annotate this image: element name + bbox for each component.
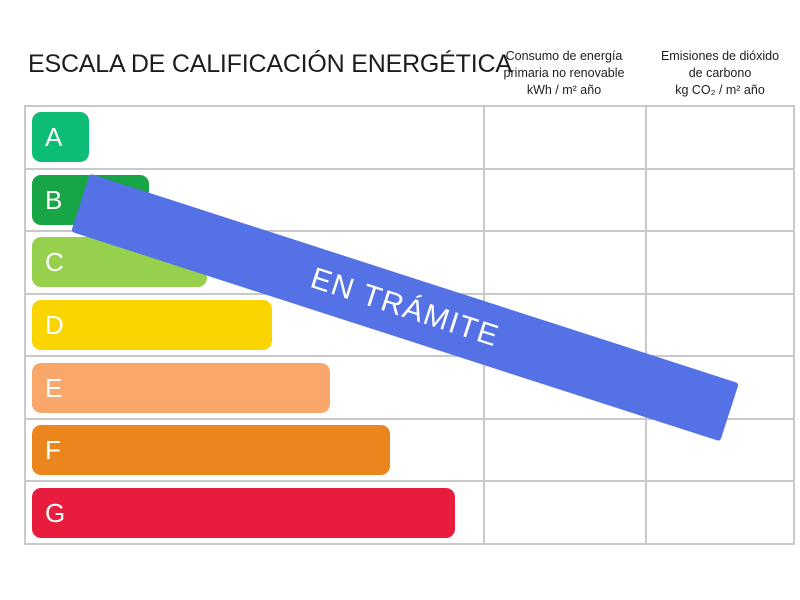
rating-letter-f: F <box>45 435 61 466</box>
rating-bar-a: A <box>32 112 89 163</box>
page-title: ESCALA DE CALIFICACIÓN ENERGÉTICA <box>28 50 512 78</box>
rating-letter-a: A <box>45 122 63 153</box>
emisiones-header-line3: kg CO₂ / m² año <box>675 83 765 97</box>
consumo-header-line3: kWh / m² año <box>526 83 602 97</box>
consumo-header-line2: primaria no renovable <box>503 66 625 80</box>
table-row-f: F <box>26 420 793 483</box>
rating-letter-d: D <box>45 310 64 341</box>
table-row-e: E <box>26 357 793 420</box>
rating-letter-g: G <box>45 497 66 528</box>
rating-bar-f: F <box>32 425 390 476</box>
column-header-consumo: Consumo de energía primaria no renovable… <box>483 48 645 99</box>
consumo-header-line1: Consumo de energía <box>505 49 623 63</box>
table-row-d: D <box>26 295 793 358</box>
grid-divider-emisiones <box>645 107 647 543</box>
column-header-emisiones: Emisiones de dióxido de carbono kg CO₂ /… <box>645 48 795 99</box>
emisiones-header-line1: Emisiones de dióxido <box>660 49 780 63</box>
emisiones-header-line2: de carbono <box>688 66 752 80</box>
rating-bar-d: D <box>32 300 272 351</box>
table-row-g: G <box>26 482 793 543</box>
rating-bar-g: G <box>32 487 455 538</box>
rating-letter-e: E <box>45 372 63 403</box>
rating-bar-e: E <box>32 362 330 413</box>
rating-letter-b: B <box>45 184 63 215</box>
rating-letter-c: C <box>45 247 64 278</box>
table-row-a: A <box>26 107 793 170</box>
